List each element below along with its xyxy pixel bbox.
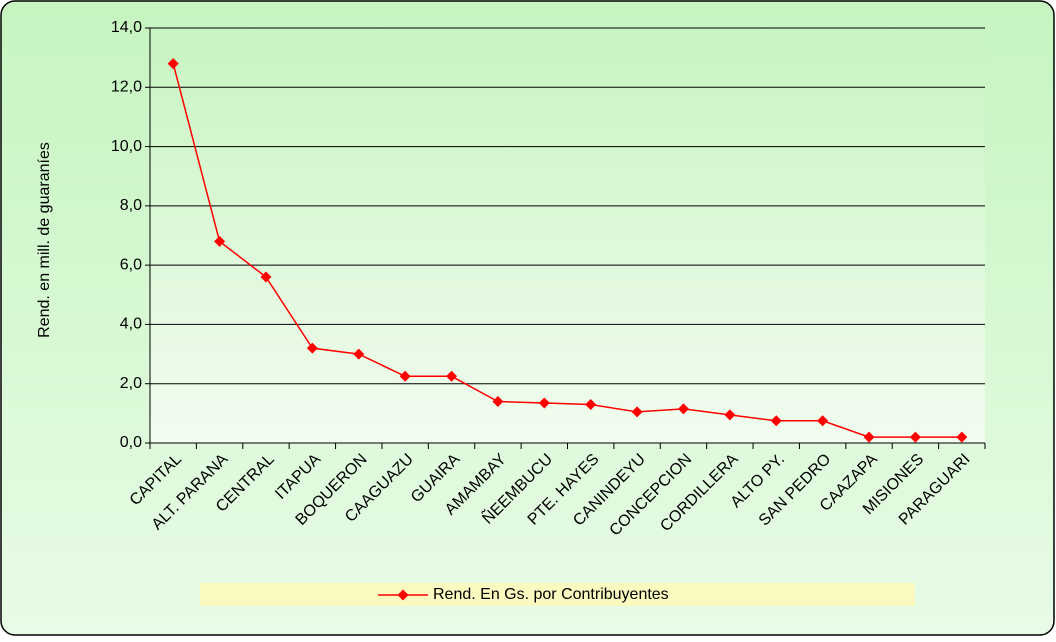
data-point — [585, 398, 597, 410]
y-axis-label: Rend. en mill. de guaraníes — [36, 142, 53, 338]
data-point — [770, 415, 782, 427]
y-tick-label: 4,0 — [120, 316, 142, 333]
data-line — [172, 63, 962, 438]
data-point — [956, 431, 968, 443]
data-point — [817, 415, 829, 427]
data-point — [538, 397, 550, 409]
data-point — [863, 431, 875, 443]
data-point — [492, 396, 504, 407]
legend-marker — [397, 589, 409, 601]
plot-area — [150, 28, 985, 443]
data-point — [399, 370, 411, 382]
data-point — [306, 342, 318, 354]
data-point — [909, 431, 921, 443]
legend-box — [200, 583, 915, 606]
y-tick-label: 0,0 — [120, 434, 142, 451]
data-point — [724, 409, 736, 421]
y-tick-label: 12,0 — [111, 79, 142, 96]
data-point — [353, 348, 365, 360]
y-tick-label: 14,0 — [111, 19, 142, 36]
data-point — [677, 403, 689, 415]
y-tick-label: 10,0 — [111, 138, 142, 155]
data-point — [631, 406, 643, 418]
legend-label: Rend. En Gs. por Contribuyentes — [433, 586, 669, 603]
y-tick-label: 8,0 — [120, 197, 142, 214]
data-point — [167, 58, 179, 70]
y-tick-label: 6,0 — [120, 256, 142, 273]
data-point — [260, 271, 272, 283]
data-point — [446, 370, 458, 382]
data-point — [214, 235, 226, 247]
y-tick-label: 2,0 — [120, 375, 142, 392]
